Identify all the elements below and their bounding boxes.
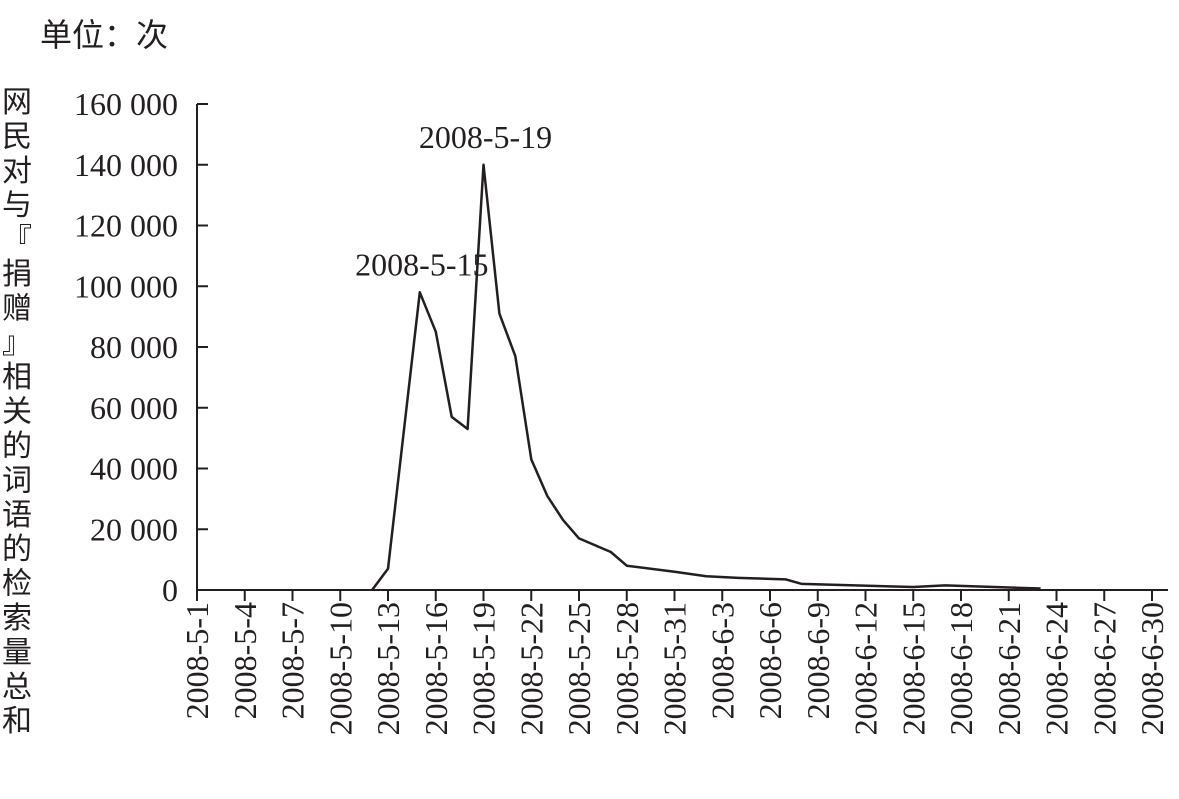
- x-tick-label: 2008-6-27: [1086, 602, 1122, 735]
- y-axis-label-char: 语: [2, 498, 32, 533]
- x-tick-label: 2008-6-3: [704, 602, 740, 719]
- y-axis-label-char: 的: [2, 532, 32, 567]
- x-tick-label: 2008-6-9: [800, 602, 836, 719]
- x-tick-label: 2008-5-7: [275, 602, 311, 719]
- x-tick-label: 2008-5-28: [609, 602, 645, 735]
- y-ticks: 0 20 000 40 000 60 000 80 000 100 000 120 000 1…: [74, 86, 208, 608]
- y-axis-label-char: 索: [2, 601, 32, 636]
- y-axis-label-char: 捐: [2, 257, 32, 292]
- x-tick-label: 2008-5-22: [513, 602, 549, 735]
- peak-annotation: 2008-5-15: [355, 246, 488, 282]
- y-axis-label-char: 检: [2, 567, 32, 602]
- y-axis-label-char: 的: [2, 429, 32, 464]
- x-ticks: 2008-5-1 2008-5-4 2008-5-7 2008-5-10 2008-5-…: [179, 590, 1170, 735]
- series-line: [371, 163, 1041, 591]
- x-tick-label: 2008-6-12: [848, 602, 884, 735]
- y-axis-label-char: 赠: [2, 291, 32, 326]
- y-tick-label: 140 000: [74, 147, 178, 183]
- x-tick-label: 2008-5-31: [657, 602, 693, 735]
- x-tick-label: 2008-5-4: [227, 602, 263, 719]
- y-tick-label: 20 000: [90, 511, 178, 547]
- y-axis-label-char: 总: [2, 670, 32, 705]
- y-axis-label-char: 量: [2, 635, 32, 670]
- y-axis-label-char: 与: [2, 188, 32, 223]
- x-tick-label: 2008-5-19: [466, 602, 502, 735]
- x-tick-label: 2008-6-15: [895, 602, 931, 735]
- y-tick-label: 80 000: [90, 329, 178, 365]
- y-tick-label: 160 000: [74, 86, 178, 122]
- x-tick-label: 2008-6-24: [1039, 602, 1075, 735]
- x-tick-label: 2008-5-13: [370, 602, 406, 735]
- y-axis-label-char: 相: [2, 360, 32, 395]
- unit-label: 单位：次: [40, 16, 168, 54]
- x-tick-label: 2008-6-21: [991, 602, 1027, 735]
- y-tick-label: 40 000: [90, 451, 178, 487]
- y-axis-label-char: 对: [2, 154, 32, 189]
- y-tick-label: 100 000: [74, 268, 178, 304]
- y-tick-label: 60 000: [90, 390, 178, 426]
- x-tick-label: 2008-5-1: [179, 602, 215, 719]
- y-tick-label: 0: [162, 572, 178, 608]
- y-tick-label: 120 000: [74, 208, 178, 244]
- y-axis-label-char: 『: [2, 223, 32, 258]
- y-axis-label-char: 网: [2, 85, 32, 120]
- x-tick-label: 2008-5-10: [322, 602, 358, 735]
- annotations: 2008-5-15 2008-5-19: [355, 119, 552, 283]
- y-axis-label-char: 和: [2, 704, 32, 739]
- y-axis-label-char: 民: [2, 119, 32, 154]
- y-axis-label-char: 』: [2, 326, 32, 361]
- x-tick-label: 2008-5-25: [561, 602, 597, 735]
- x-tick-label: 2008-5-16: [418, 602, 454, 735]
- x-tick-label: 2008-6-6: [752, 602, 788, 719]
- y-axis-label-char: 关: [2, 395, 32, 430]
- x-tick-label: 2008-6-30: [1134, 602, 1170, 735]
- peak-annotation: 2008-5-19: [419, 119, 552, 155]
- x-tick-label: 2008-6-18: [943, 602, 979, 735]
- y-axis-label-char: 词: [2, 463, 32, 498]
